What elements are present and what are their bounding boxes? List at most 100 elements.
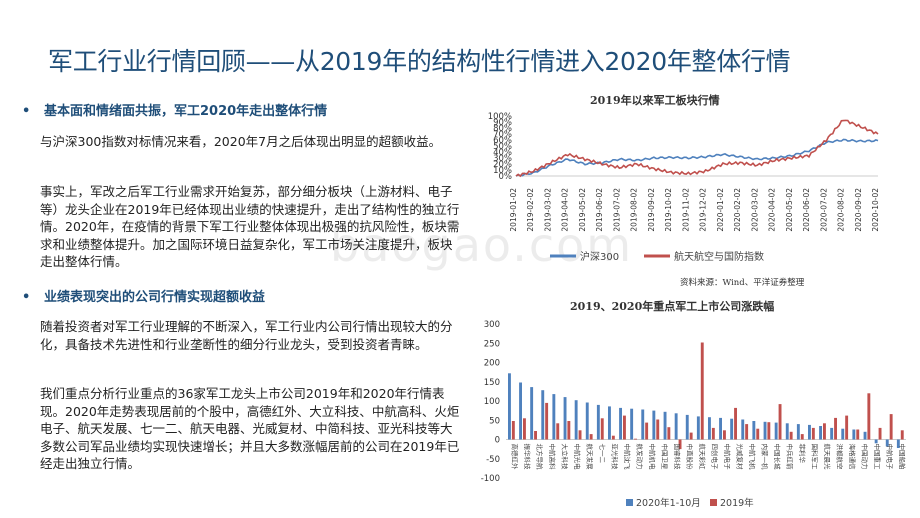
bar-2020 [585,402,589,440]
bar-2019 [634,438,637,440]
x-tick-label: 2019-09-02 [647,188,656,232]
x-tick-label: 2020-02-02 [733,188,742,232]
bar-2019 [589,434,593,440]
bar-2020 [541,390,545,440]
x-tick-label: 2019-06-02 [595,188,604,232]
bar-2020 [563,397,567,440]
bar-2019 [811,427,815,440]
category-label: 内蒙一机 [760,444,769,471]
y-tick-label: 20% [493,160,512,170]
bar-2019 [523,418,526,440]
section-heading-2: • 业绩表现突出的公司行情实现超额收益 [22,286,265,305]
section2-para1: 随着投资者对军工行业理解的不断深入，军工行业内公司行情出现较大的分化，具备技术先… [40,319,453,352]
category-label: 光威复材 [735,444,744,471]
bar-2019 [845,415,849,440]
category-label: 海格通信 [848,444,857,471]
bar-2020 [596,404,600,440]
x-tick-label: 2019-03-02 [543,188,552,232]
bar-2019 [600,418,604,440]
bar-2020 [785,423,789,440]
bar-chart-title: 2019、2020年重点军工上市公司涨跌幅 [570,300,775,313]
category-label: 国科军工 [810,444,819,471]
x-tick-label: 2020-03-02 [750,188,759,232]
y-tick-label: 10% [493,166,512,176]
category-label: 国睿科技 [673,444,682,471]
category-label: 航天晨光 [823,444,832,471]
category-label: 北方导航 [535,444,544,471]
x-tick-label: 2019-07-02 [612,188,621,232]
bar-2019 [667,427,671,440]
bar-2020 [763,421,767,440]
x-tick-label: 2019-11-02 [681,188,690,232]
y-tick-label: 150 [484,378,500,388]
page-title: 军工行业行情回顾——从2019年的结构性行情进入2020年整体行情 [48,47,791,76]
x-tick-label: 2019-12-02 [699,188,708,232]
bar-2019 [534,431,537,440]
x-tick-label: 2019-05-02 [578,188,587,232]
bar-2019 [545,402,549,440]
y-tick-label: 50 [489,416,500,426]
series-line-defense [515,119,879,178]
section1-para2: 事实上，军改之后军工行业需求开始复苏，部分细分板块（上游材料、电子等）龙头企业在… [40,184,460,269]
category-label: 中国船舶 [898,444,907,470]
y-tick-label: 40% [493,148,512,158]
y-tick-label: 250 [484,339,500,349]
section-heading-1: • 基本面和情绪面共振，军工2020年走出整体行情 [22,100,327,119]
category-label: 中直股份 [685,444,694,471]
category-label: 航天彩虹 [698,444,707,471]
bar-2020 [696,416,700,440]
bar-2020 [519,382,522,440]
bar-2020 [830,427,834,440]
legend-label-2020: 2020年1-10月 [636,497,701,509]
bar-2020 [674,413,678,440]
bar-2019 [823,423,826,440]
category-label: 亚光科技 [610,444,619,471]
category-label: 中航飞机 [748,444,757,471]
bar-2020 [896,439,900,448]
category-label: 中航电子 [885,444,894,471]
legend-label-hs300: 沪深300 [580,250,619,263]
bar-2019 [678,439,682,450]
bar-2020 [796,424,800,440]
bar-2019 [889,414,893,440]
bar-2020 [808,424,811,440]
y-tick-label: 100% [488,112,512,122]
source-note: 资料来源：Wind、平洋证券整理 [680,278,805,288]
category-label: 中航高科 [548,444,557,471]
bar-chart: 300 250 200 150 100 50 0 -50 -100 高德红外 振华科技 北方导航 中航高… [481,320,907,509]
x-tick-label: 2019-01-02 [509,188,518,232]
section-heading-2-text: 业绩表现突出的公司行情实现超额收益 [44,290,266,305]
category-label: 航发动力 [635,444,644,470]
category-label: 七一二 [598,444,607,464]
x-tick-label: 2020-01-02 [716,188,725,232]
category-label: 洪都航空 [835,444,844,471]
x-tick-label: 2020-06-02 [802,188,811,232]
category-label: 振华科技 [523,444,532,471]
bar-2019 [778,404,782,440]
bar-2020 [574,400,578,440]
legend-swatch-2020 [626,499,633,506]
legend-label-defense: 航天航空与国防指数 [674,250,764,263]
bar-2020 [774,422,778,440]
bar-2019 [856,429,860,440]
bar-2019 [900,430,904,440]
section-heading-1-text: 基本面和情绪面共振，军工2020年走出整体行情 [44,104,328,119]
category-label: 中航机电 [648,444,657,471]
y-tick-label: 100 [484,397,500,407]
y-tick-label: 50% [493,142,512,152]
y-tick-label: 0 [495,436,500,446]
legend-swatch-2019 [710,499,717,506]
bar-2019 [700,342,704,440]
x-tick-label: 2020-07-02 [819,188,828,232]
bar-2019 [834,417,837,440]
bar-2019 [800,434,804,440]
y-tick-label: 200 [484,359,500,369]
series-line-hs300 [515,138,879,177]
bar-2019 [567,421,571,440]
x-tick-label: 2020-04-02 [768,188,777,232]
bar-2019 [745,424,749,440]
x-tick-label: 2020-09-02 [854,188,863,232]
y-tick-label: 300 [484,320,500,330]
bar-2020 [685,414,689,440]
y-tick-label: 70% [493,130,512,140]
